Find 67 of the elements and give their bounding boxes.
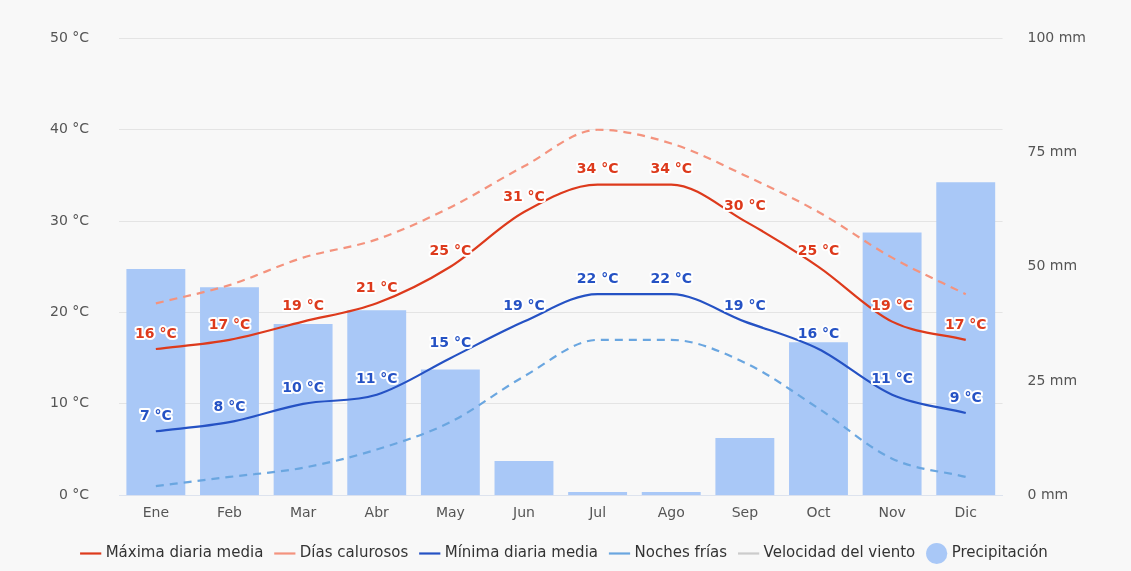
bar <box>715 438 775 496</box>
x-tick-label: Dic <box>954 504 977 521</box>
bar <box>936 182 996 496</box>
data-label: 34 °C <box>576 160 619 177</box>
data-label: 25 °C <box>797 242 840 259</box>
line-series <box>154 183 967 351</box>
x-tick-label: Nov <box>878 504 906 521</box>
y-tick-label: 10 °C <box>49 394 90 411</box>
data-label: 16 °C <box>135 324 177 341</box>
line-series <box>154 338 967 488</box>
data-label: 22 °C <box>576 269 619 286</box>
data-label: 19 °C <box>724 297 766 314</box>
y2-tick-label: 50 mm <box>1027 257 1078 274</box>
x-tick-label: Abr <box>364 504 390 521</box>
bar <box>789 342 848 496</box>
legend-label: Máxima diaria media <box>105 543 264 562</box>
y-tick-label: 30 °C <box>49 211 90 228</box>
data-label: 17 °C <box>208 315 251 332</box>
bar <box>126 269 186 496</box>
bar <box>273 323 333 496</box>
x-tick-label: Oct <box>806 504 832 521</box>
y-tick-label: 50 °C <box>49 29 90 46</box>
y-tick-label: 20 °C <box>49 303 90 320</box>
x-tick-label: Feb <box>217 504 242 521</box>
data-label: 22 °C <box>650 269 693 286</box>
legend-label: Mínima diaria media <box>444 543 599 562</box>
y2-tick-label: 0 mm <box>1027 485 1069 502</box>
line-series <box>154 293 967 433</box>
x-tick-label: Jul <box>588 504 607 521</box>
data-label: 8 °C <box>213 397 246 414</box>
data-label: 11 °C <box>355 370 398 387</box>
data-label: 21 °C <box>355 278 398 295</box>
data-label: 19 °C <box>871 297 913 314</box>
data-label: 31 °C <box>503 187 545 204</box>
legend-label: Precipitación <box>951 543 1048 562</box>
bar <box>494 460 554 496</box>
legend-label: Noches frías <box>634 543 728 562</box>
x-tick-label: Jun <box>512 504 535 521</box>
y-tick-label: 0 °C <box>58 485 90 502</box>
data-label: 19 °C <box>503 297 545 314</box>
y2-tick-label: 75 mm <box>1027 143 1078 160</box>
data-label: 15 °C <box>429 333 472 350</box>
y2-tick-label: 100 mm <box>1027 29 1087 46</box>
x-tick-label: Sep <box>731 504 759 521</box>
x-tick-label: May <box>435 504 465 521</box>
x-tick-label: Ene <box>142 504 170 521</box>
data-label: 16 °C <box>797 324 840 341</box>
data-label: 19 °C <box>282 297 324 314</box>
bar <box>568 492 628 496</box>
data-label: 34 °C <box>650 160 693 177</box>
x-tick-label: Ago <box>657 504 685 521</box>
y2-tick-label: 25 mm <box>1027 371 1078 388</box>
legend-label: Días calurosos <box>299 543 409 562</box>
bar <box>347 310 407 496</box>
bar <box>200 287 259 496</box>
y-tick-label: 40 °C <box>49 120 90 137</box>
x-tick-label: Mar <box>289 504 317 521</box>
bar <box>420 369 480 496</box>
data-label: 30 °C <box>724 196 766 213</box>
data-label: 17 °C <box>944 315 987 332</box>
legend-label: Velocidad del viento <box>763 543 916 562</box>
bar <box>641 492 701 496</box>
data-label: 11 °C <box>871 370 913 387</box>
data-label: 10 °C <box>282 379 324 396</box>
data-label: 9 °C <box>949 388 982 405</box>
data-label: 7 °C <box>139 406 172 423</box>
bar <box>862 232 922 496</box>
